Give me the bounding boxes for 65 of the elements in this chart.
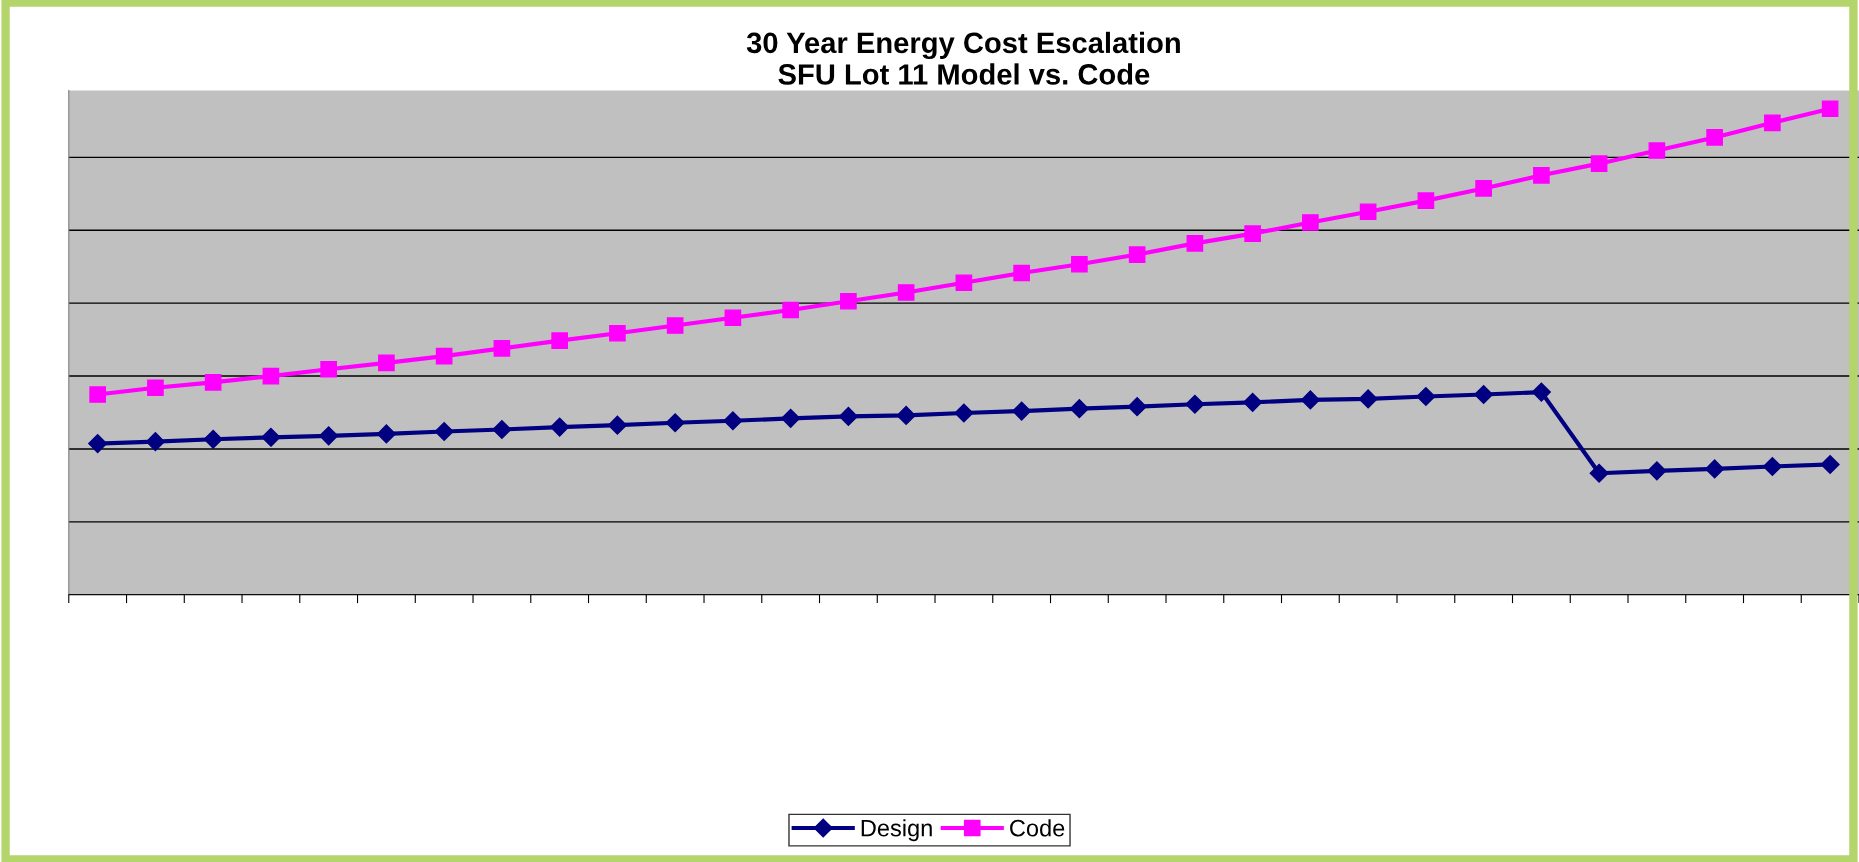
point (1589, 463, 1609, 483)
point (261, 427, 281, 447)
chart-title: 30 Year Energy Cost Escalation SFU Lot 11 Model vs. Code (746, 31, 1180, 85)
point (1416, 386, 1436, 407)
point (1013, 264, 1030, 282)
point (665, 413, 685, 433)
point (1358, 389, 1378, 409)
point (492, 419, 512, 440)
point (1127, 397, 1147, 417)
point (954, 403, 974, 423)
point (1762, 456, 1782, 476)
point (550, 417, 570, 437)
point (319, 426, 339, 446)
point (896, 405, 916, 425)
point (376, 424, 396, 444)
point (1474, 384, 1494, 405)
point (724, 309, 742, 327)
point (1359, 203, 1377, 221)
point (1302, 214, 1319, 231)
point (147, 379, 164, 397)
point (955, 274, 973, 292)
point (723, 411, 743, 431)
point (1706, 129, 1723, 146)
point (1243, 392, 1263, 412)
point (609, 324, 626, 342)
point (434, 421, 454, 442)
point (782, 301, 799, 319)
point (1186, 235, 1204, 252)
point (666, 317, 684, 334)
point (435, 347, 453, 365)
point (1244, 225, 1261, 242)
point (781, 408, 801, 428)
point (145, 432, 165, 452)
point (1475, 180, 1492, 197)
point (1705, 459, 1725, 479)
point (493, 340, 511, 357)
point (1764, 114, 1781, 132)
point (1531, 382, 1551, 402)
point (1128, 246, 1146, 263)
point (897, 284, 915, 301)
point (1820, 454, 1840, 475)
point (378, 354, 395, 372)
point (1417, 192, 1435, 209)
legend-label: Design (861, 819, 932, 842)
point (838, 406, 858, 426)
point (203, 429, 223, 449)
point (1533, 166, 1550, 184)
point (1071, 255, 1088, 273)
point (88, 434, 108, 454)
legend-label: Code (1010, 819, 1065, 837)
point (1069, 399, 1089, 419)
point (1185, 394, 1205, 414)
point (262, 367, 280, 385)
point (1300, 390, 1320, 410)
point (607, 415, 627, 435)
point (89, 386, 106, 403)
point (551, 332, 568, 349)
point (1012, 401, 1032, 421)
point (840, 292, 857, 310)
point (1821, 100, 1839, 118)
point (1647, 461, 1667, 481)
point (1648, 142, 1666, 159)
point (204, 374, 222, 391)
point (1590, 155, 1608, 172)
point (320, 360, 337, 378)
